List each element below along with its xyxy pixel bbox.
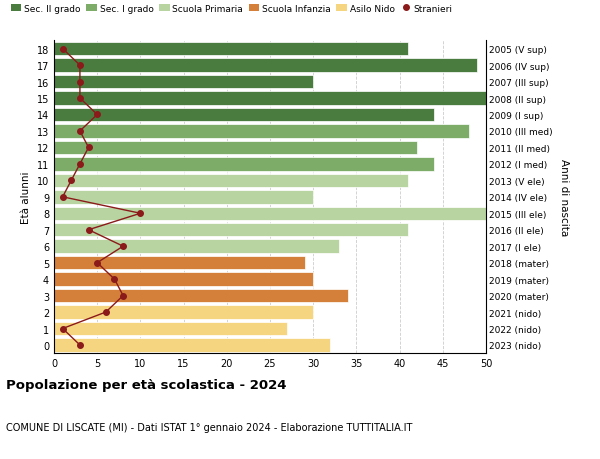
Bar xyxy=(54,224,408,237)
Bar xyxy=(54,92,486,106)
Text: COMUNE DI LISCATE (MI) - Dati ISTAT 1° gennaio 2024 - Elaborazione TUTTITALIA.IT: COMUNE DI LISCATE (MI) - Dati ISTAT 1° g… xyxy=(6,422,412,432)
Bar xyxy=(54,338,331,352)
Bar xyxy=(54,174,408,188)
Bar xyxy=(54,59,478,73)
Bar xyxy=(54,306,313,319)
Bar xyxy=(54,108,434,122)
Bar xyxy=(54,256,305,270)
Bar xyxy=(54,289,348,302)
Bar xyxy=(54,240,339,253)
Text: Popolazione per età scolastica - 2024: Popolazione per età scolastica - 2024 xyxy=(6,379,287,392)
Bar xyxy=(54,158,434,171)
Y-axis label: Anni di nascita: Anni di nascita xyxy=(559,159,569,236)
Bar xyxy=(54,273,313,286)
Bar xyxy=(54,190,313,204)
Bar xyxy=(54,207,486,220)
Bar xyxy=(54,43,408,56)
Bar xyxy=(54,322,287,336)
Bar xyxy=(54,141,417,155)
Y-axis label: Età alunni: Età alunni xyxy=(21,171,31,224)
Legend: Sec. II grado, Sec. I grado, Scuola Primaria, Scuola Infanzia, Asilo Nido, Stran: Sec. II grado, Sec. I grado, Scuola Prim… xyxy=(11,5,453,13)
Bar xyxy=(54,76,313,89)
Bar xyxy=(54,125,469,139)
